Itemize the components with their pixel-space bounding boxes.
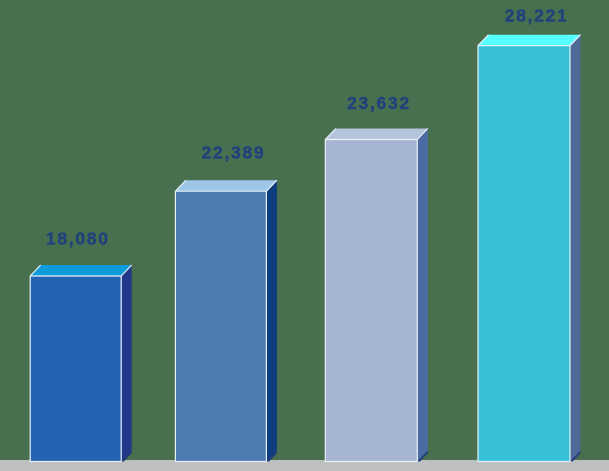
svg-text:22,389: 22,389 (202, 143, 266, 163)
svg-text:18,080: 18,080 (46, 228, 110, 248)
svg-text:28,221: 28,221 (505, 6, 569, 26)
svg-text:23,632: 23,632 (347, 93, 411, 113)
